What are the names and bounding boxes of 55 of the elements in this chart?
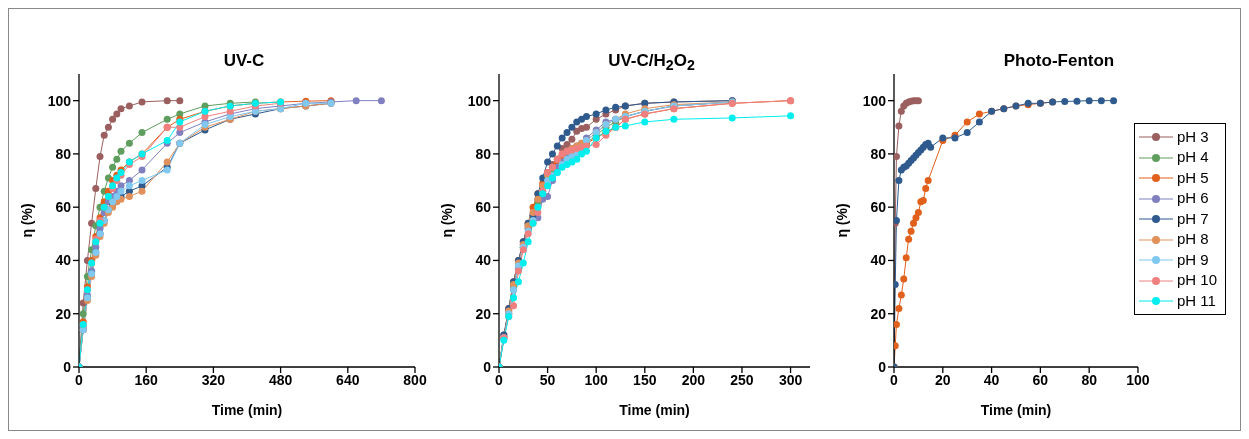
y-axis-title: η (%) (18, 203, 35, 238)
x-axis-title: Time (min) (619, 402, 690, 418)
x-tick-label: 300 (778, 371, 803, 388)
x-tick-label: 50 (539, 371, 556, 388)
x-tick-label: 480 (268, 371, 293, 388)
y-tick-label: 80 (870, 145, 887, 162)
y-tick-label: 40 (55, 252, 72, 269)
y-tick-label: 80 (475, 145, 492, 162)
y-tick-label: 0 (878, 358, 887, 375)
x-tick-label: 150 (633, 371, 657, 388)
legend-label: pH 11 (1176, 290, 1216, 311)
x-axis-title: Time (min) (980, 402, 1052, 418)
y-tick-label: 20 (55, 305, 72, 322)
y-tick-label: 40 (870, 252, 887, 269)
y-tick-label: 40 (475, 252, 492, 269)
chart-title: Photo-Fenton (1002, 51, 1116, 71)
x-tick-label: 800 (403, 371, 427, 388)
y-tick-label: 80 (55, 145, 72, 162)
legend-label: pH 8 (1176, 229, 1209, 250)
legend-label: pH 9 (1176, 249, 1209, 270)
y-tick-label: 20 (870, 305, 887, 322)
y-tick-label: 60 (870, 199, 887, 216)
legend-label: pH 5 (1176, 167, 1209, 188)
legend-label: pH 6 (1176, 188, 1209, 209)
y-axis-title: η (%) (833, 203, 850, 238)
y-tick-label: 60 (475, 199, 492, 216)
x-tick-label: 0 (890, 371, 899, 388)
legend-label: pH 7 (1176, 208, 1209, 229)
y-tick-label: 0 (63, 358, 72, 375)
legend-label: pH 4 (1176, 147, 1209, 168)
x-tick-label: 60 (1032, 371, 1049, 388)
x-tick-label: 80 (1081, 371, 1098, 388)
x-tick-label: 40 (983, 371, 1000, 388)
chart-title: UV-C/H$_{2}$O$_{2}$ (607, 51, 696, 74)
y-tick-label: 0 (483, 358, 492, 375)
y-tick-label: 100 (862, 92, 887, 109)
y-axis-title: η (%) (438, 203, 455, 238)
x-tick-label: 0 (495, 371, 504, 388)
x-tick-label: 640 (336, 371, 360, 388)
legend-label: pH 3 (1176, 126, 1209, 147)
x-tick-label: 20 (935, 371, 951, 388)
x-tick-label: 200 (681, 371, 706, 388)
x-tick-label: 160 (134, 371, 159, 388)
x-tick-label: 0 (75, 371, 84, 388)
x-tick-label: 250 (730, 371, 754, 388)
x-tick-label: 100 (1126, 371, 1150, 388)
legend-label: pH 10 (1176, 270, 1217, 291)
x-axis-title: Time (min) (211, 402, 283, 418)
x-tick-label: 100 (584, 371, 609, 388)
y-tick-label: 100 (467, 92, 492, 109)
chart-title: UV-C (222, 51, 266, 71)
y-tick-label: 20 (475, 305, 492, 322)
y-tick-label: 60 (55, 199, 72, 216)
x-tick-label: 320 (201, 371, 226, 388)
y-tick-label: 100 (47, 92, 72, 109)
